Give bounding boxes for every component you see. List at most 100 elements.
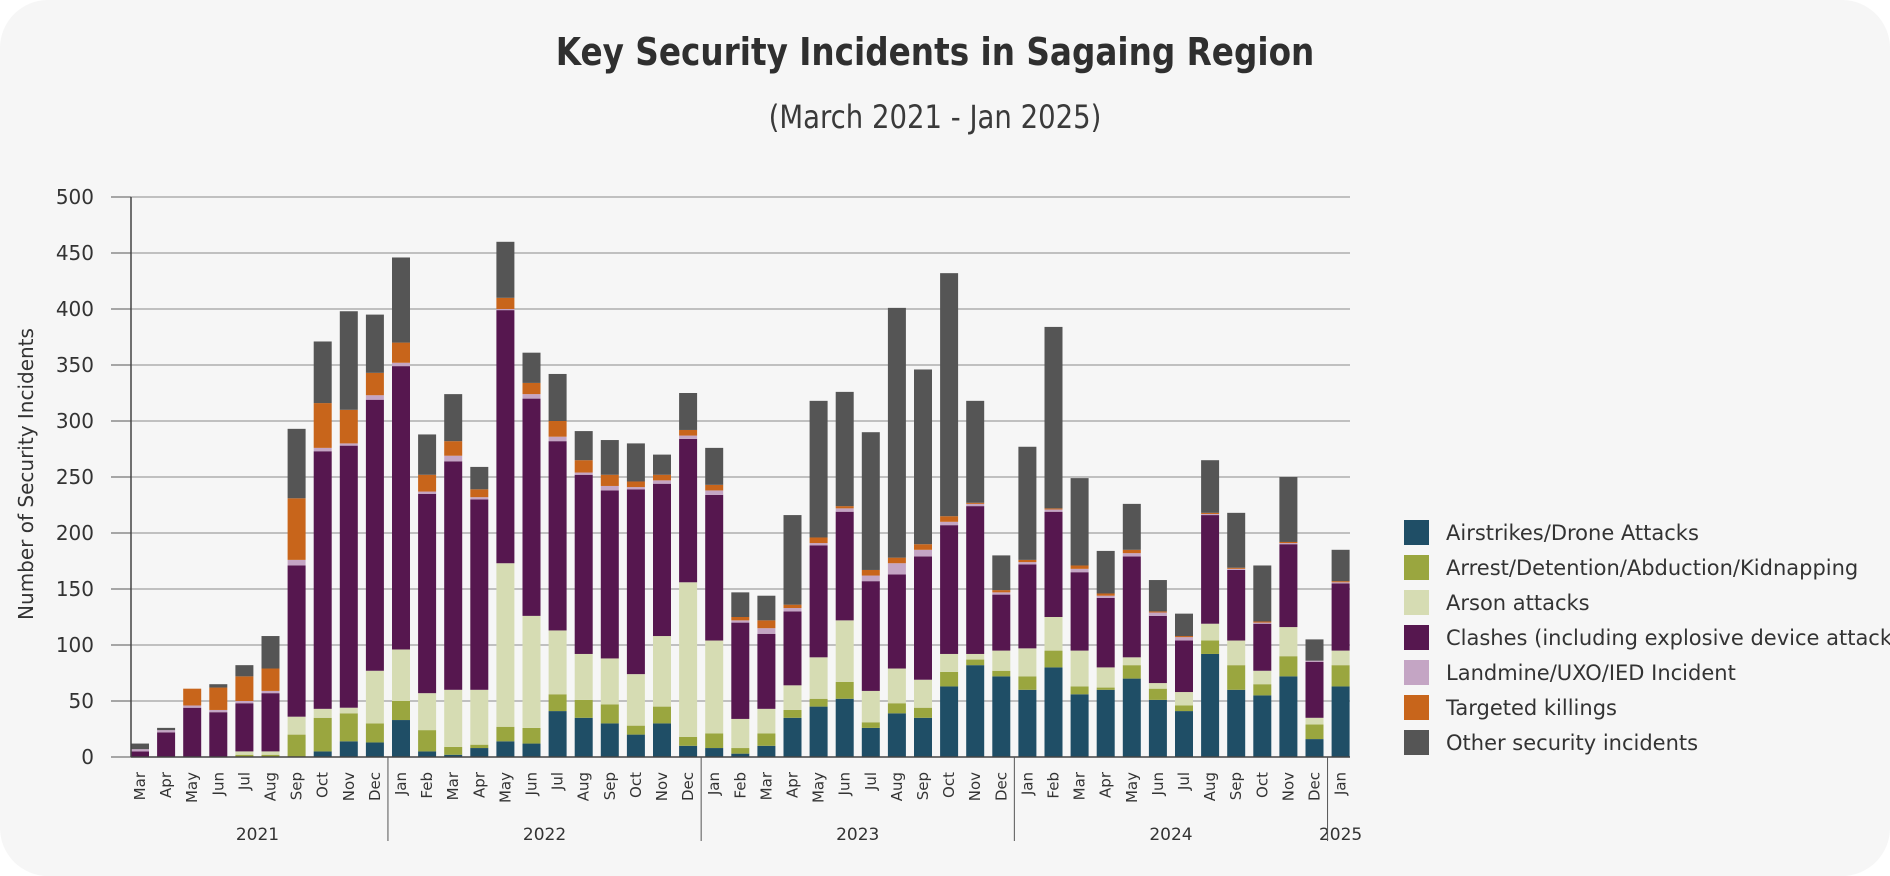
bar-segment	[966, 502, 985, 504]
bar-segment	[392, 257, 410, 343]
bar-segment	[914, 679, 932, 708]
legend-label: Arson attacks	[1446, 591, 1590, 615]
x-tick-label: Jul	[235, 772, 253, 791]
bar-segment	[418, 491, 437, 494]
bar-segment	[835, 681, 854, 699]
bar-segment	[444, 754, 463, 757]
bar-stack	[444, 394, 463, 757]
bar-segment	[209, 712, 228, 757]
bar-segment	[287, 565, 306, 717]
x-tick-label: Jan	[1332, 772, 1350, 796]
bar-segment	[1148, 612, 1167, 616]
bar-segment	[574, 653, 593, 700]
bar-segment	[861, 432, 880, 570]
x-tick-label: Nov	[340, 772, 358, 801]
bar-segment	[365, 399, 384, 671]
bar-segment	[600, 658, 619, 705]
x-tick-label: Jun	[209, 772, 227, 796]
bar-segment	[235, 665, 254, 677]
bar-stack	[1070, 478, 1089, 757]
bar-segment	[1305, 660, 1324, 662]
bar-segment	[1018, 562, 1037, 565]
bar-segment	[914, 556, 932, 680]
bar-segment	[679, 429, 698, 436]
bar-segment	[418, 493, 437, 694]
bar-segment	[783, 604, 802, 609]
bar-segment	[940, 516, 959, 522]
bar-segment	[1279, 627, 1298, 657]
bar-segment	[1253, 684, 1272, 696]
bar-segment	[757, 595, 776, 621]
bar-segment	[1148, 699, 1167, 757]
bar-segment	[392, 366, 410, 650]
gridlines	[131, 196, 1350, 702]
bar-segment	[339, 311, 358, 410]
bar-stack	[705, 447, 724, 757]
legend-swatch	[1404, 660, 1429, 685]
bar-segment	[313, 751, 332, 757]
bar-segment	[705, 484, 724, 491]
bar-segment	[966, 665, 985, 757]
bar-segment	[444, 461, 463, 690]
bar-segment	[1253, 695, 1272, 757]
bar-segment	[1070, 650, 1089, 687]
bar-segment	[835, 508, 854, 512]
bar-segment	[887, 307, 906, 558]
bar-segment	[522, 615, 541, 728]
bar-segment	[1096, 689, 1115, 757]
bar-stack	[1253, 565, 1272, 757]
y-tick-label: 250	[56, 465, 94, 489]
x-tick-label: Oct	[1253, 772, 1271, 798]
bar-segment	[470, 689, 489, 745]
bar-segment	[600, 440, 619, 475]
bar-segment	[522, 394, 541, 399]
x-tick-label: Feb	[418, 772, 436, 799]
bar-stack	[365, 314, 384, 757]
bar-segment	[1331, 581, 1350, 583]
bar-stack	[1305, 639, 1324, 757]
bar-segment	[1253, 621, 1272, 623]
bar-segment	[313, 341, 332, 404]
bar-segment	[313, 717, 332, 752]
bar-segment	[183, 705, 202, 708]
legend-swatch	[1404, 625, 1429, 650]
bar-segment	[1044, 509, 1063, 512]
bar-segment	[1253, 622, 1272, 624]
bar-segment	[835, 698, 854, 757]
bar-stack	[1227, 512, 1246, 757]
bar-segment	[1331, 549, 1350, 582]
bar-segment	[1201, 640, 1220, 654]
bar-segment	[600, 474, 619, 486]
bar-stack	[757, 595, 776, 757]
bar-segment	[887, 713, 906, 757]
bar-segment	[470, 499, 489, 690]
bar-stack	[183, 688, 202, 757]
bar-segment	[1044, 617, 1063, 651]
bar-segment	[1227, 567, 1246, 569]
legend-swatch	[1404, 730, 1429, 755]
axes	[130, 197, 1350, 758]
x-tick-label: Jul	[1175, 772, 1193, 791]
bar-segment	[914, 369, 932, 545]
bar-segment	[548, 373, 567, 421]
bar-stack	[1175, 613, 1193, 757]
bars	[131, 241, 1350, 757]
bar-segment	[313, 403, 332, 448]
bar-segment	[287, 428, 306, 499]
bar-segment	[835, 391, 854, 507]
bar-segment	[940, 653, 959, 672]
bar-segment	[548, 421, 567, 437]
bar-segment	[1070, 478, 1089, 566]
legend-swatch	[1404, 555, 1429, 580]
bar-segment	[548, 711, 567, 757]
legend-swatch	[1404, 695, 1429, 720]
bar-segment	[966, 659, 985, 666]
bar-stack	[914, 369, 932, 757]
bar-segment	[731, 617, 750, 621]
bar-segment	[496, 726, 515, 742]
x-tick-label: Apr	[784, 771, 802, 798]
bar-segment	[548, 436, 567, 442]
x-tick-label: Jun	[523, 772, 541, 796]
bar-segment	[1253, 565, 1272, 622]
bar-segment	[444, 689, 463, 747]
